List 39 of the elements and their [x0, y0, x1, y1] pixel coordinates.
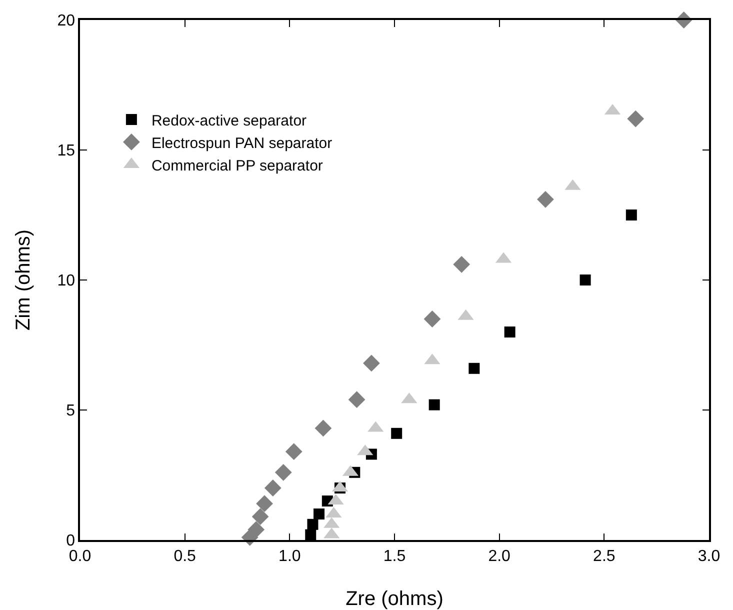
point	[285, 443, 302, 460]
x-tick-label: 0.0	[68, 548, 92, 565]
point	[256, 495, 273, 512]
legend-label: Commercial PP separator	[151, 157, 323, 174]
point	[362, 354, 380, 372]
point	[627, 110, 644, 128]
y-tick-label: 0	[66, 532, 76, 550]
x-tick-label: 3.0	[698, 548, 720, 565]
point	[468, 362, 480, 374]
point	[274, 464, 292, 481]
point	[252, 508, 269, 526]
x-tick-label: 1.5	[383, 548, 406, 565]
point	[537, 190, 554, 208]
y-axis-title: Zim (ohms)	[12, 229, 34, 331]
x-tick-label: 2.0	[488, 548, 511, 565]
point	[248, 521, 265, 538]
point	[428, 399, 440, 410]
point	[504, 326, 516, 338]
point	[391, 428, 402, 439]
point	[424, 310, 441, 328]
x-tick-label: 0.5	[174, 548, 196, 565]
point	[305, 529, 316, 540]
y-tick-label: 20	[57, 12, 76, 30]
point	[453, 256, 470, 273]
point	[626, 210, 637, 220]
legend-label: Electrospun PAN separator	[151, 134, 332, 152]
point	[264, 480, 282, 496]
y-tick-label: 5	[66, 402, 76, 420]
x-axis-title: Zre (ohms)	[346, 588, 444, 610]
point	[580, 274, 591, 286]
point	[307, 518, 318, 530]
y-tick-label: 10	[57, 272, 76, 290]
point	[314, 508, 325, 520]
legend-label: Redox-active separator	[151, 112, 307, 130]
point	[348, 391, 366, 408]
x-tick-label: 1.0	[278, 548, 301, 565]
x-tick-label: 2.5	[593, 548, 616, 565]
y-tick-label: 15	[57, 142, 76, 160]
point	[314, 420, 332, 437]
